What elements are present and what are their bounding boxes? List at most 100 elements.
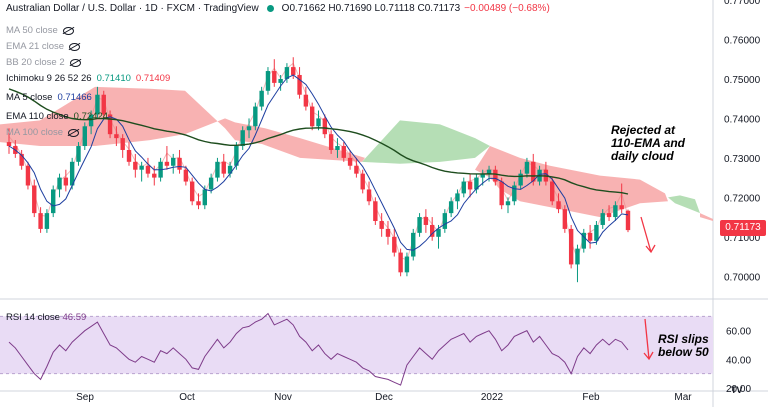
candle-body	[322, 118, 328, 135]
candle-body	[51, 189, 56, 214]
candle-body	[455, 193, 460, 202]
candle-body	[272, 71, 277, 83]
legend-ema110[interactable]: EMA 110 close 0.72424	[6, 111, 108, 122]
legend-ma5-value: 0.71466	[57, 92, 92, 103]
candle-body	[354, 165, 359, 174]
candle-body	[25, 165, 31, 186]
candle-body	[32, 185, 37, 214]
ohlc-values: O0.71662 H0.71690 L0.71118 C0.71173	[281, 3, 461, 14]
candle-body	[215, 161, 220, 178]
time-axis-label: Feb	[582, 392, 600, 403]
candle-body	[126, 149, 132, 162]
candle-body	[82, 126, 87, 147]
candle-body	[613, 205, 618, 218]
candle-body	[417, 217, 422, 233]
hidden-eye-icon[interactable]	[68, 128, 80, 137]
candle-body	[303, 94, 309, 107]
candle-body	[442, 213, 448, 229]
price-axis-label: 0.72000	[724, 193, 761, 204]
price-down-arrow	[640, 216, 652, 253]
rsi-down-arrow	[644, 318, 650, 360]
symbol-title: Australian Dollar / U.S. Dollar · 1D · F…	[6, 3, 259, 14]
tradingview-logo[interactable]: TV	[731, 385, 743, 395]
ema110-line	[8, 88, 629, 195]
hidden-eye-icon[interactable]	[69, 42, 81, 51]
ichimoku-cloud-0	[0, 86, 365, 162]
legend-ma50-label: MA 50 close	[6, 25, 58, 36]
candle-body	[474, 177, 479, 190]
legend-ma5[interactable]: MA 5 close 0.71466	[6, 92, 92, 103]
rsi-line	[8, 312, 629, 386]
candle-body	[265, 71, 271, 91]
candle-body	[114, 134, 119, 139]
legend-ema21[interactable]: EMA 21 close	[6, 41, 81, 52]
candle-body	[404, 256, 410, 273]
price-annotation-line: Rejected at	[611, 123, 676, 137]
rsi-annotation-line: RSI slips	[658, 332, 709, 346]
time-axis-label: Sep	[76, 392, 94, 403]
time-axis-label: Dec	[375, 392, 393, 403]
candle-body	[379, 221, 384, 229]
rsi-annotation: RSI slips below 50	[658, 333, 709, 359]
legend-ichimoku-value-2: 0.71409	[135, 73, 171, 84]
candle-body	[562, 209, 568, 229]
rsi-annotation-line: below 50	[658, 345, 709, 359]
legend-ema110-label: EMA 110 close	[6, 111, 69, 122]
rsi-down-arrow-head	[643, 351, 654, 361]
hidden-eye-icon[interactable]	[62, 26, 74, 35]
candle-body	[291, 67, 296, 75]
candle-body	[575, 248, 580, 265]
candle-body	[518, 173, 523, 186]
candle-body	[152, 173, 157, 178]
candle-body	[76, 146, 81, 162]
candle-body	[467, 181, 473, 190]
legend-ma5-label: MA 5 close	[6, 92, 53, 103]
candle-body	[619, 205, 624, 210]
candle-body	[183, 169, 189, 182]
price-axis-label: 0.77000	[724, 0, 761, 7]
candle-body	[88, 114, 94, 127]
candle-body	[328, 134, 334, 150]
candle-body	[486, 169, 492, 174]
rsi-legend[interactable]: RSI 14 close 46.59	[6, 312, 86, 323]
legend-ma50[interactable]: MA 50 close	[6, 25, 74, 36]
rsi-axis-label: 40.00	[726, 355, 751, 366]
time-axis-label: 2022	[481, 392, 504, 403]
candle-body	[587, 232, 593, 241]
ichimoku-cloud-2	[475, 146, 668, 218]
candle-body	[253, 106, 258, 127]
ichimoku-cloud-1	[362, 120, 490, 164]
candle-body	[177, 157, 182, 170]
price-axis-label: 0.76000	[724, 35, 761, 46]
candle-body	[171, 157, 176, 166]
legend-ema21-label: EMA 21 close	[6, 41, 65, 52]
candle-body	[95, 94, 100, 115]
candle-body	[57, 177, 62, 190]
legend-bb[interactable]: BB 20 close 2	[6, 57, 81, 68]
hidden-eye-icon[interactable]	[69, 58, 81, 67]
candle-body	[19, 153, 24, 166]
candle-body	[531, 161, 536, 182]
candle-body	[164, 161, 170, 166]
candle-body	[335, 146, 340, 150]
price-annotation-line: daily cloud	[611, 149, 674, 163]
legend-ichimoku[interactable]: Ichimoku 9 26 52 26 0.71410 0.71409	[6, 73, 170, 84]
legend-ma100[interactable]: MA 100 close	[6, 127, 80, 138]
candle-body	[493, 169, 498, 182]
rsi-band	[0, 316, 713, 374]
candle-body	[202, 189, 208, 206]
candle-body	[133, 161, 138, 170]
rsi-label: RSI 14 close	[6, 312, 60, 323]
candle-body	[259, 90, 264, 107]
candle-body	[600, 213, 605, 225]
candle-body	[196, 201, 201, 206]
price-change: −0.00489 (−0.68%)	[464, 3, 550, 14]
candle-body	[107, 114, 113, 135]
candle-body	[120, 138, 125, 150]
candle-body	[145, 165, 151, 174]
candle-body	[512, 185, 517, 202]
candle-body	[505, 201, 511, 206]
legend-ichimoku-label: Ichimoku 9 26 52 26	[6, 73, 92, 84]
candle-body	[373, 201, 378, 222]
